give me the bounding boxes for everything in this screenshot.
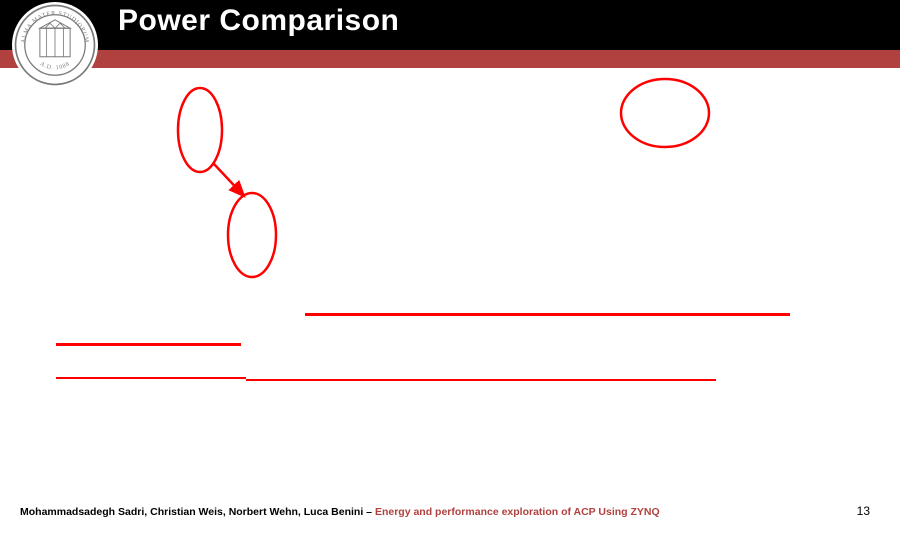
annotation-arrow [214, 164, 244, 196]
annotation-ellipse-1 [178, 88, 222, 172]
footer: Mohammadsadegh Sadri, Christian Weis, No… [20, 506, 840, 518]
page-number: 13 [857, 504, 870, 518]
annotation-underline-3 [56, 377, 246, 379]
header-bar-accent [0, 50, 900, 68]
annotation-underline-1 [305, 313, 790, 316]
annotation-underline-4 [246, 379, 716, 381]
annotations-layer [0, 0, 900, 540]
university-seal-logo: ALMA MATER STUDIORUM A.D. 1088 [12, 2, 98, 88]
footer-separator: – [363, 506, 375, 518]
footer-authors: Mohammadsadegh Sadri, Christian Weis, No… [20, 506, 363, 518]
slide-title: Power Comparison [118, 4, 399, 38]
slide-root: ALMA MATER STUDIORUM A.D. 1088 Power Com… [0, 0, 900, 540]
annotation-ellipse-3 [621, 79, 709, 147]
footer-title: Energy and performance exploration of AC… [375, 506, 660, 518]
annotation-underline-2 [56, 343, 241, 346]
seal-icon: ALMA MATER STUDIORUM A.D. 1088 [13, 3, 97, 87]
annotation-ellipse-2 [228, 193, 276, 277]
